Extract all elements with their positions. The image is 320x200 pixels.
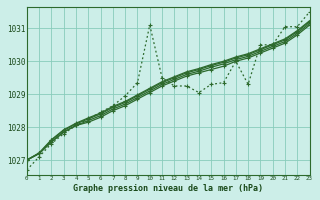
X-axis label: Graphe pression niveau de la mer (hPa): Graphe pression niveau de la mer (hPa) [73,184,263,193]
